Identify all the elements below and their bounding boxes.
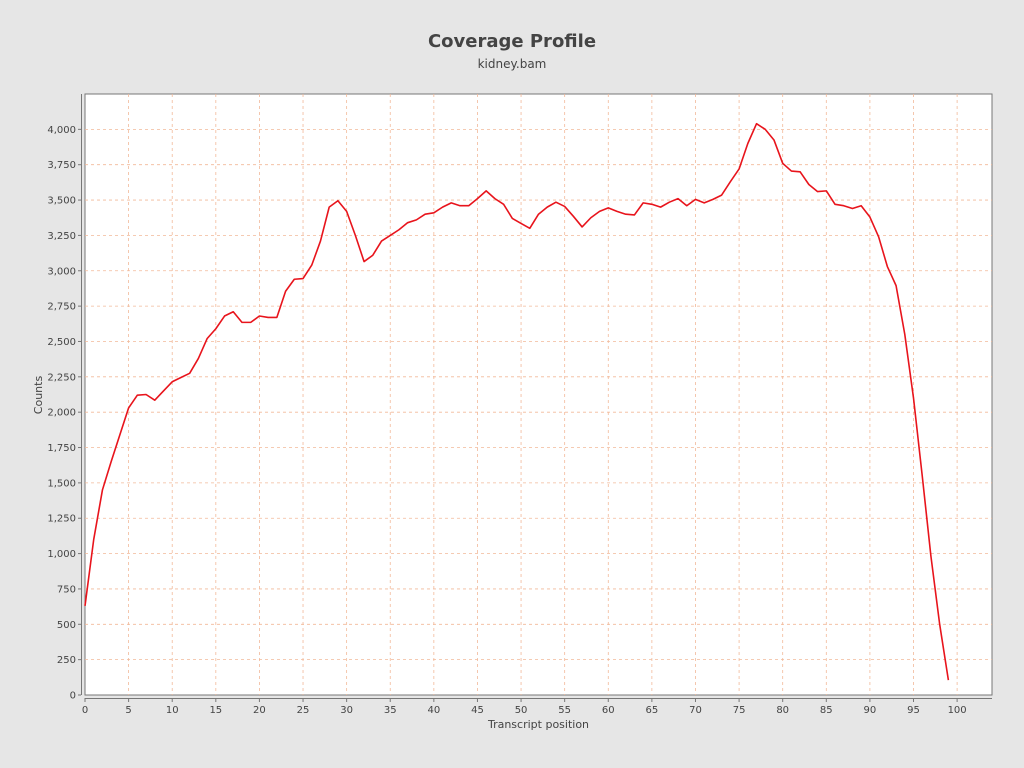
- coverage-series-line: [84, 122, 950, 681]
- x-tick-label: 60: [602, 705, 615, 716]
- x-tick-label: 70: [689, 705, 702, 716]
- y-tick-label: 500: [57, 620, 76, 631]
- y-tick-label: 1,250: [47, 514, 76, 525]
- x-tick-label: 50: [515, 705, 528, 716]
- x-tick-label: 75: [733, 705, 746, 716]
- y-tick-label: 1,750: [47, 443, 76, 454]
- x-tick-label: 95: [907, 705, 920, 716]
- x-tick-label: 0: [82, 705, 88, 716]
- tick-layer: 0 5 10 15 20 25 30 35 40 45 50 55 60 65 70 75 80 85 90 95 10…: [47, 125, 966, 716]
- y-tick-label: 0: [70, 691, 76, 702]
- x-tick-label: 45: [471, 705, 484, 716]
- y-tick-label: 2,000: [47, 408, 76, 419]
- axis-layer: [81, 94, 992, 699]
- x-axis-label: Transcript position: [487, 718, 589, 731]
- x-tick-label: 25: [297, 705, 310, 716]
- y-tick-label: 3,250: [47, 231, 76, 242]
- y-tick-label: 3,000: [47, 266, 76, 277]
- y-tick-label: 2,500: [47, 337, 76, 348]
- x-tick-label: 15: [209, 705, 222, 716]
- y-tick-label: 3,750: [47, 160, 76, 171]
- x-tick-label: 10: [166, 705, 179, 716]
- x-tick-label: 40: [427, 705, 440, 716]
- y-tick-label: 3,500: [47, 196, 76, 207]
- series-layer: [84, 122, 950, 681]
- y-tick-label: 2,250: [47, 372, 76, 383]
- chart-title: Coverage Profile: [427, 31, 597, 52]
- x-tick-label: 20: [253, 705, 266, 716]
- x-tick-label: 55: [558, 705, 571, 716]
- x-tick-label: 100: [948, 705, 967, 716]
- x-tick-label: 65: [646, 705, 659, 716]
- x-tick-label: 80: [776, 705, 789, 716]
- y-tick-label: 1,000: [47, 549, 76, 560]
- y-axis-label: Counts: [32, 376, 45, 415]
- x-tick-label: 35: [384, 705, 397, 716]
- chart-subtitle: kidney.bam: [477, 57, 547, 71]
- plot-area: [84, 93, 993, 696]
- y-tick-label: 1,500: [47, 478, 76, 489]
- x-tick-label: 90: [864, 705, 877, 716]
- y-tick-label: 750: [57, 584, 76, 595]
- y-tick-label: 4,000: [47, 125, 76, 136]
- y-tick-label: 2,750: [47, 302, 76, 313]
- grid-layer: [85, 94, 992, 695]
- x-tick-label: 30: [340, 705, 353, 716]
- y-tick-label: 250: [57, 655, 76, 666]
- x-tick-label: 85: [820, 705, 833, 716]
- x-tick-label: 5: [125, 705, 131, 716]
